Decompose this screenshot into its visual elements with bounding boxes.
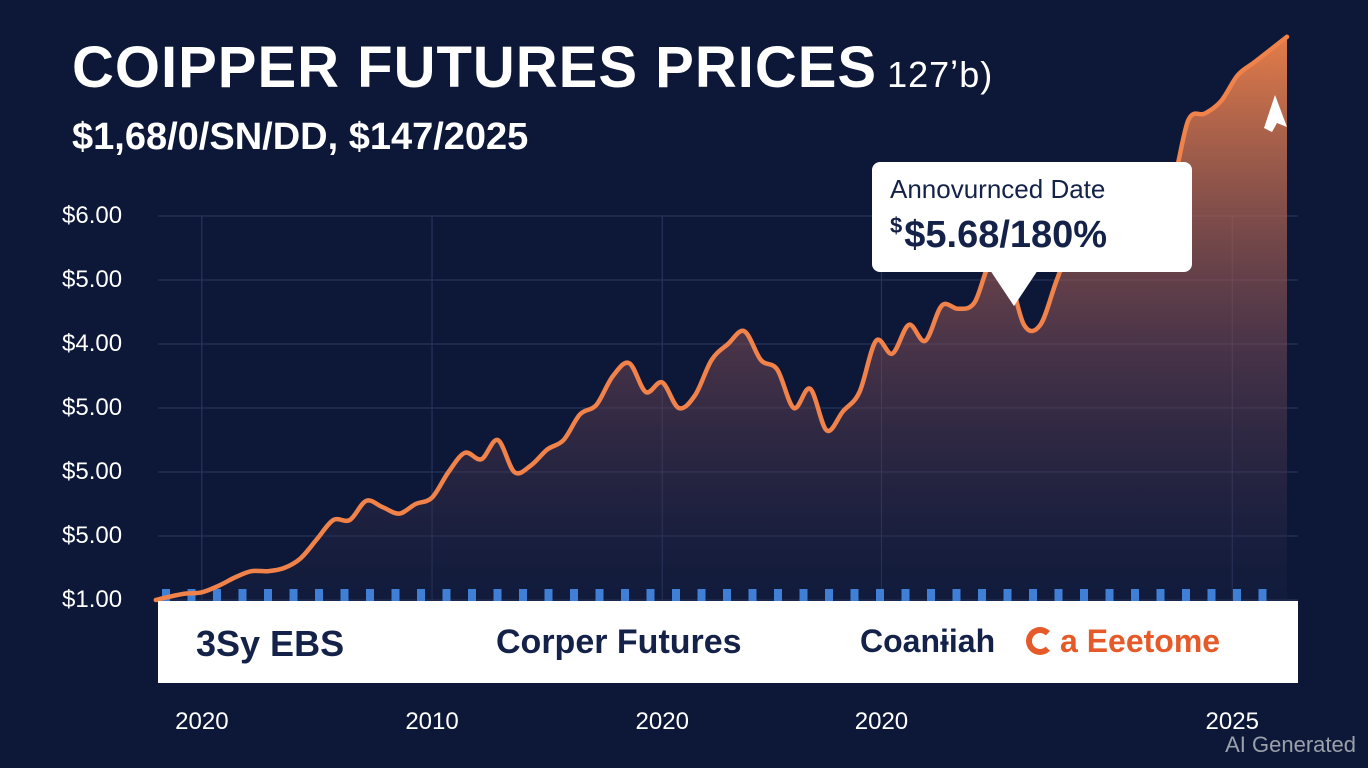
callout-label: Annovurnced Date — [890, 174, 1106, 204]
baseline-dash — [570, 589, 578, 601]
baseline-dash — [417, 589, 425, 601]
baseline-dash — [1131, 589, 1139, 601]
baseline-dash — [1233, 589, 1241, 601]
baseline-dash — [493, 589, 502, 601]
y-tick-label: $5.00 — [62, 458, 123, 485]
callout-dollar-sign: $ — [890, 213, 903, 238]
baseline-dash — [799, 589, 808, 601]
baseline-dash — [850, 589, 859, 601]
x-tick-label: 2010 — [405, 708, 459, 735]
baseline-dash — [366, 589, 374, 601]
baseline-dash — [876, 589, 884, 601]
baseline-dash — [672, 589, 680, 601]
baseline-dash — [213, 589, 221, 601]
baseline-dash — [1054, 589, 1063, 601]
x-tick-label: 2020 — [854, 708, 909, 735]
baseline-dash — [1182, 589, 1190, 601]
baseline-dash — [468, 589, 476, 601]
baseline-dash — [621, 589, 629, 601]
y-tick-label: $5.00 — [62, 266, 123, 293]
baseline-dash — [697, 589, 706, 601]
baseline-dash — [978, 589, 986, 601]
baseline-dash — [901, 589, 910, 601]
trend-arrow-icon — [1264, 95, 1287, 132]
baseline-dash — [1156, 589, 1165, 601]
baseline-dash — [952, 589, 961, 601]
x-tick-label: 2020 — [635, 708, 689, 735]
chart-subtitle: $1,68/0/SN/DD, $147/2025 — [72, 116, 529, 158]
baseline-dash — [519, 589, 527, 601]
baseline-dash — [340, 589, 349, 601]
callout-value-row: $$5.68/180% — [890, 213, 1174, 257]
baseline-dash — [595, 589, 604, 601]
baseline-dash — [774, 589, 782, 601]
baseline-dash — [1003, 589, 1012, 601]
baseline-dash — [748, 589, 757, 601]
baseline-dash — [289, 589, 298, 601]
baseline-dash — [442, 589, 451, 601]
baseline-dash — [1207, 589, 1216, 601]
baseline-dash — [391, 589, 400, 601]
y-tick-label: $5.00 — [62, 394, 123, 421]
annotation-callout: Annovurnced Date $$5.68/180% — [872, 162, 1192, 306]
chart-title-suffix: 127ʼb) — [887, 54, 994, 95]
y-tick-label: $5.00 — [62, 522, 123, 549]
x-tick-label: 2020 — [175, 708, 229, 735]
band-brand: a Eeetome — [1026, 623, 1220, 660]
y-tick-label: $1.00 — [62, 586, 123, 613]
baseline-dash — [825, 589, 833, 601]
baseline-dash — [315, 589, 323, 601]
band-center-text: Corper Futures — [496, 623, 742, 661]
chart-title-main: COIPPER FUTURES PRICES — [72, 35, 878, 100]
baseline-dash — [927, 589, 935, 601]
baseline-dash — [264, 589, 272, 601]
baseline-dash — [162, 589, 170, 601]
baseline-dash — [646, 589, 655, 601]
baseline-dash — [238, 589, 247, 601]
band-logo-left: 3Sy EBS — [196, 623, 345, 664]
price-area-fill — [155, 36, 1287, 601]
brand-c-icon — [1026, 627, 1054, 655]
y-tick-label: $4.00 — [62, 330, 123, 357]
baseline-dash — [1258, 589, 1267, 601]
y-tick-label: $6.00 — [62, 202, 123, 229]
baseline-dash — [544, 589, 553, 601]
baseline-dash — [1105, 589, 1114, 601]
baseline-dash — [1080, 589, 1088, 601]
baseline-dash — [723, 589, 731, 601]
callout-value: $5.68/180% — [904, 214, 1108, 256]
baseline-dash — [1029, 589, 1037, 601]
sponsor-band: 3Sy EBS Corper Futures Coanɨiah a Eeetom… — [158, 601, 1298, 683]
x-tick-label: 2025 — [1205, 708, 1259, 735]
band-right-text: Coanɨiah — [860, 623, 996, 659]
band-brand-text: a Eeetome — [1060, 623, 1221, 659]
ai-generated-watermark: AI Generated — [1225, 732, 1356, 757]
chart-title: COIPPER FUTURES PRICES 127ʼb) — [72, 34, 993, 101]
